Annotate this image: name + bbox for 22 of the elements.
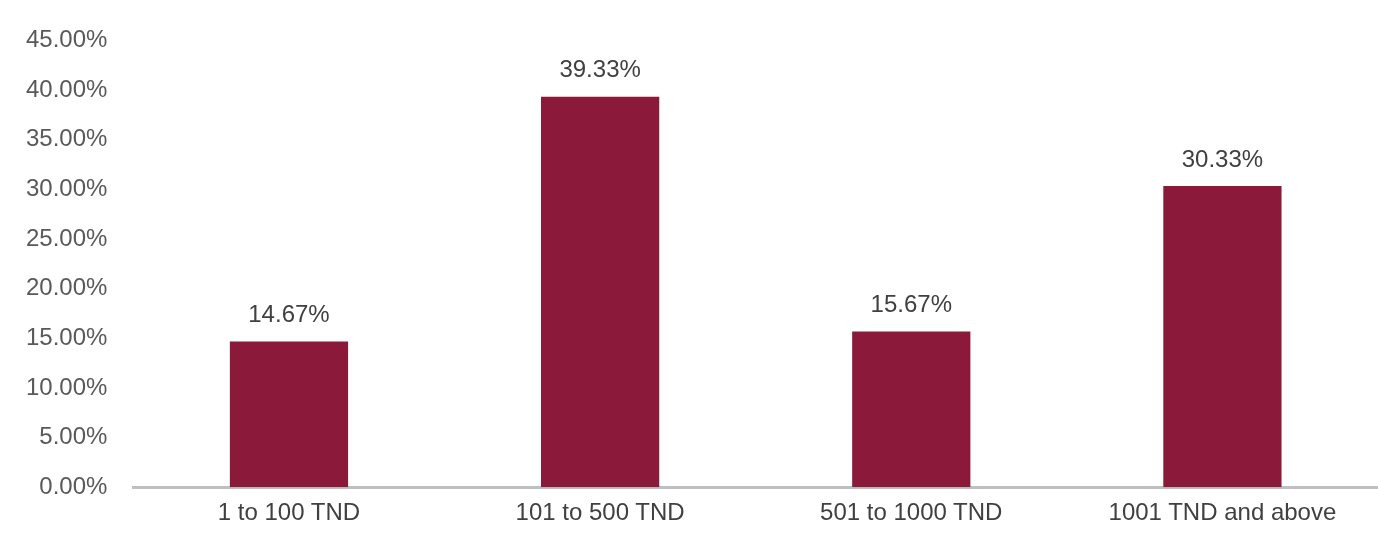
y-tick-label: 5.00% — [39, 422, 108, 450]
y-tick-label: 10.00% — [25, 372, 108, 400]
data-label: 30.33% — [1181, 144, 1264, 172]
x-tick-label: 101 to 500 TND — [515, 498, 685, 526]
x-tick-label: 1001 TND and above — [1108, 498, 1337, 526]
y-tick-label: 45.00% — [25, 25, 108, 53]
y-tick-label: 15.00% — [25, 322, 108, 350]
data-label: 14.67% — [248, 300, 330, 328]
y-tick-label: 20.00% — [25, 273, 108, 301]
data-label: 39.33% — [559, 55, 641, 83]
bar — [852, 331, 971, 488]
x-tick-label: 501 to 1000 TND — [820, 498, 1003, 526]
y-tick-label: 30.00% — [25, 173, 108, 201]
y-tick-label: 35.00% — [25, 124, 108, 152]
y-tick-label: 25.00% — [25, 223, 108, 251]
bar — [1163, 186, 1282, 488]
y-tick-label: 40.00% — [25, 74, 108, 102]
bar — [541, 96, 660, 488]
data-label: 15.67% — [870, 290, 952, 318]
y-tick-label: 0.00% — [39, 471, 108, 499]
x-tick-label: 1 to 100 TND — [217, 498, 361, 526]
bar — [229, 341, 349, 488]
